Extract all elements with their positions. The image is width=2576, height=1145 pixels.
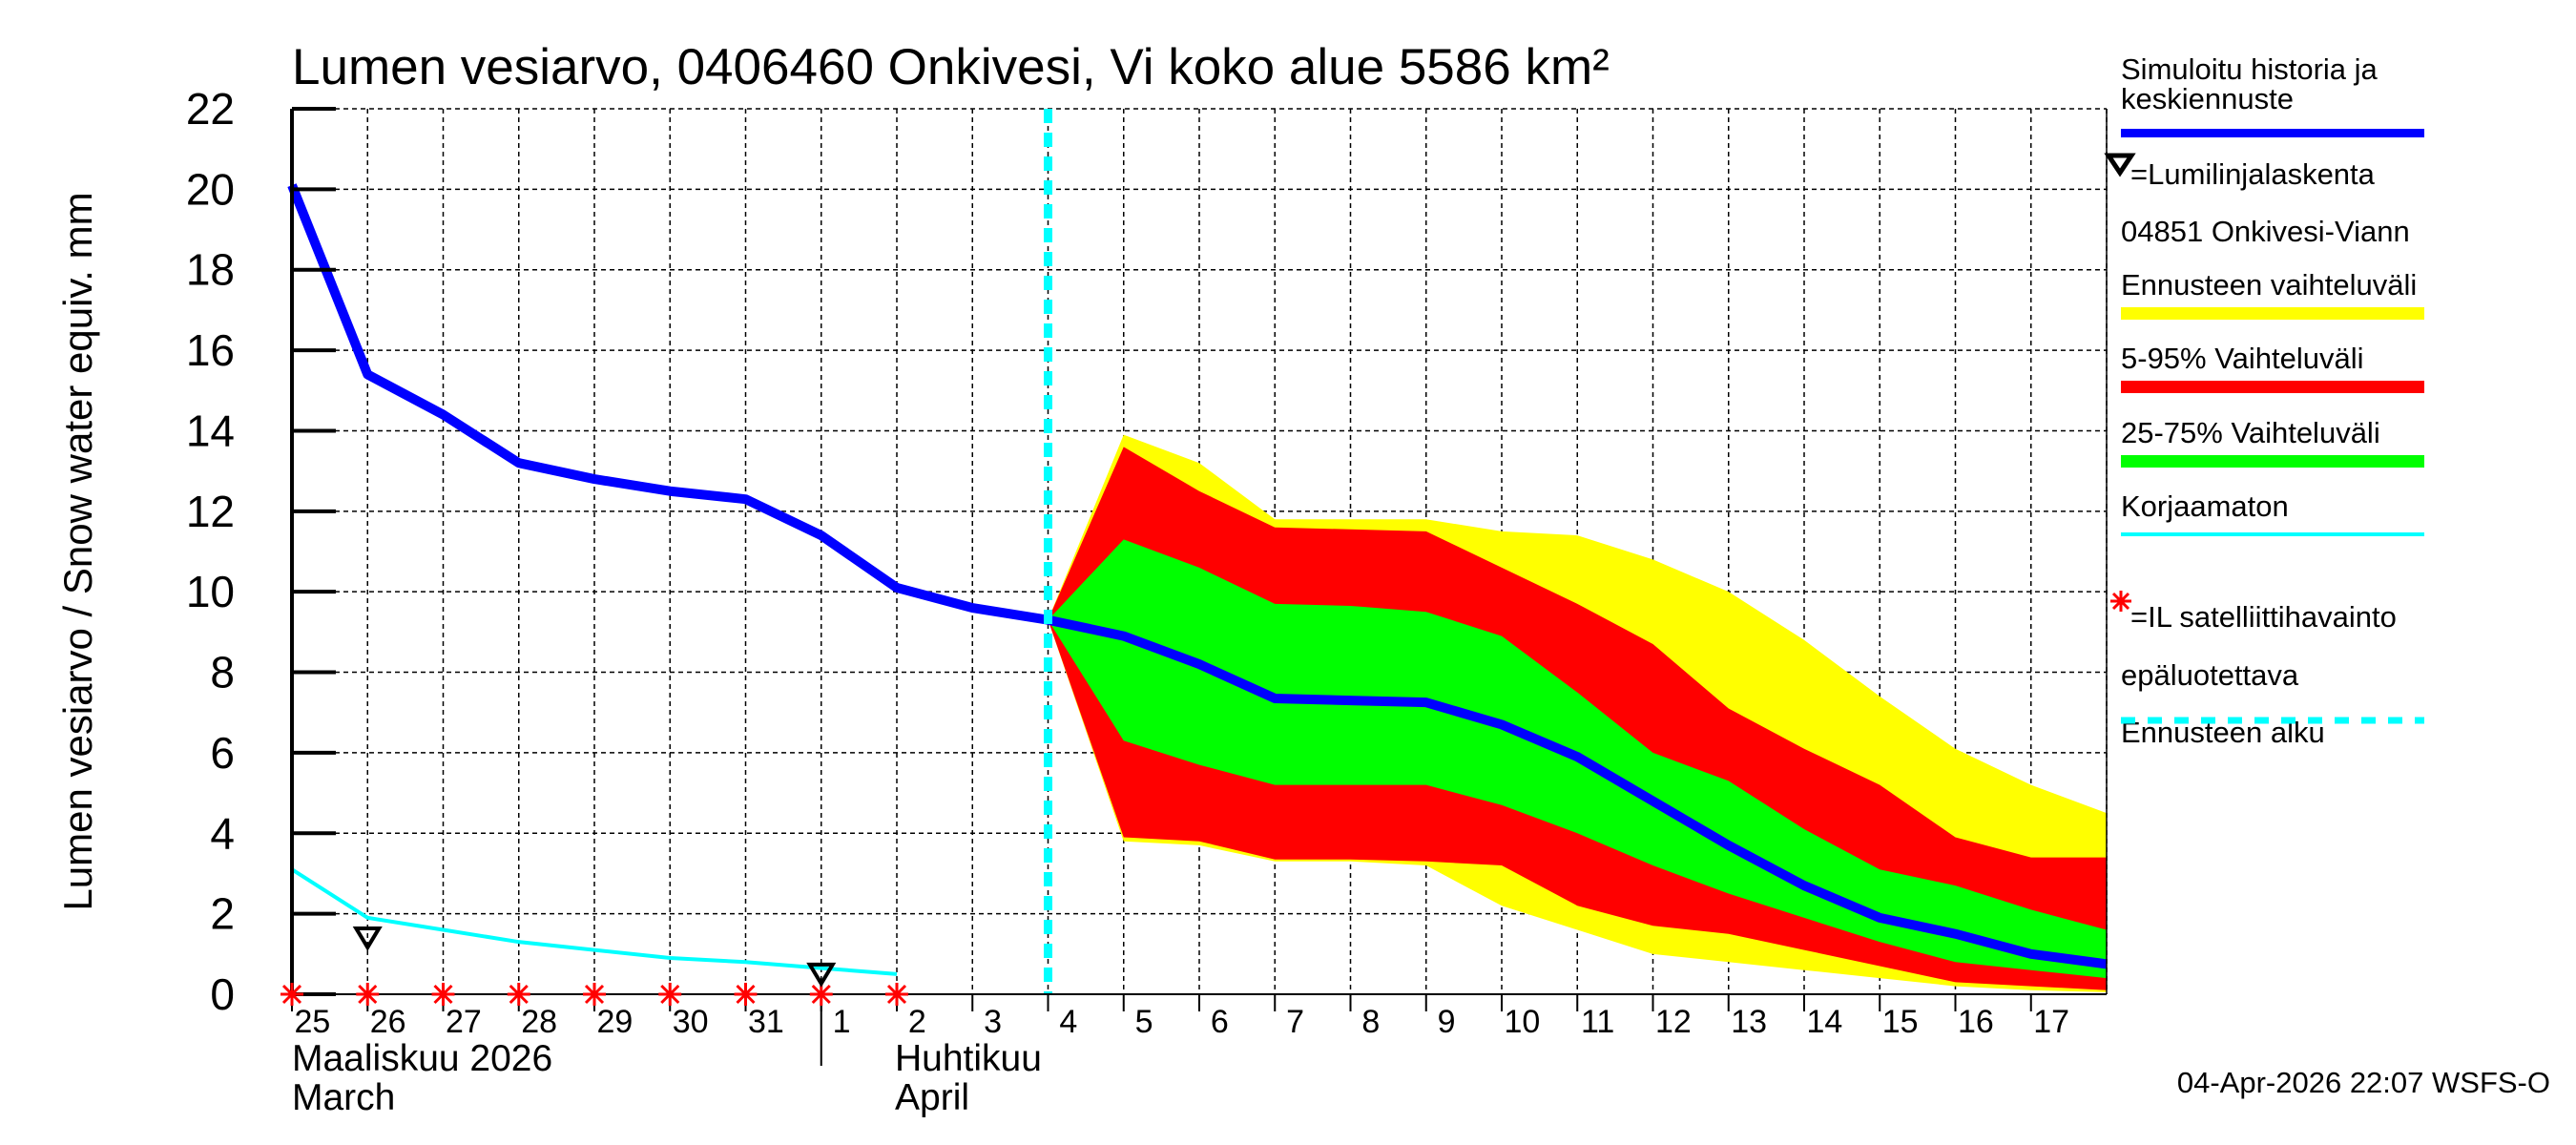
legend-uncorrected-swatch bbox=[2121, 532, 2424, 536]
legend-p25-75-swatch bbox=[2121, 455, 2424, 468]
x-tick-label: 12 bbox=[1655, 1004, 1692, 1040]
x-tick-label: 8 bbox=[1361, 1004, 1380, 1040]
satellite-obs-star bbox=[356, 983, 380, 1006]
legend-range-swatch bbox=[2121, 307, 2424, 320]
x-tick-label: 3 bbox=[984, 1004, 1002, 1040]
satellite-obs-star bbox=[809, 983, 833, 1006]
x-tick-label: 28 bbox=[521, 1004, 557, 1040]
satellite-obs-star bbox=[507, 983, 530, 1006]
legend: Simuloitu historia ja keskiennuste =Lumi… bbox=[2104, 52, 2424, 749]
legend-uncorrected: Korjaamaton bbox=[2121, 489, 2289, 523]
y-tick-label: 4 bbox=[210, 808, 235, 858]
x-tick-label: 4 bbox=[1059, 1004, 1077, 1040]
y-tick-label: 8 bbox=[210, 648, 235, 697]
legend-simulated-line2: keskiennuste bbox=[2121, 82, 2294, 115]
chart-title: Lumen vesiarvo, 0406460 Onkivesi, Vi kok… bbox=[292, 39, 1610, 95]
x-tick-label: 2 bbox=[908, 1004, 926, 1040]
legend-simulated-swatch bbox=[2121, 129, 2424, 137]
x-tick-label: 9 bbox=[1438, 1004, 1456, 1040]
satellite-obs-star bbox=[583, 983, 606, 1006]
legend-satellite: =IL satelliittihavainto bbox=[2130, 600, 2397, 634]
legend-triangle-icon bbox=[2104, 153, 2136, 177]
series-uncorrected bbox=[290, 867, 898, 976]
legend-satellite-2: epäluotettava bbox=[2121, 658, 2299, 692]
month-label-march-fi: Maaliskuu 2026 bbox=[292, 1038, 552, 1079]
footer-timestamp: 04-Apr-2026 22:07 WSFS-O bbox=[2177, 1066, 2550, 1099]
legend-snowline-station: 04851 Onkivesi-Viann bbox=[2121, 215, 2410, 248]
y-tick-label: 14 bbox=[186, 406, 235, 455]
satellite-obs-star bbox=[431, 983, 455, 1006]
satellite-obs-star bbox=[885, 983, 908, 1006]
y-tick-label: 12 bbox=[186, 487, 235, 536]
x-tick-label: 16 bbox=[1958, 1004, 1994, 1040]
x-tick-label: 31 bbox=[748, 1004, 784, 1040]
legend-simulated-line1: Simuloitu historia ja bbox=[2121, 52, 2379, 86]
x-tick-label: 1 bbox=[833, 1004, 851, 1040]
x-tick-label: 7 bbox=[1286, 1004, 1304, 1040]
x-tick-label: 5 bbox=[1135, 1004, 1153, 1040]
y-axis-label: Lumen vesiarvo / Snow water equiv. mm bbox=[55, 192, 100, 910]
month-label-march-en: March bbox=[292, 1077, 395, 1118]
legend-p5-95-swatch bbox=[2121, 381, 2424, 393]
x-tick-label: 25 bbox=[294, 1004, 330, 1040]
x-tick-label: 6 bbox=[1211, 1004, 1229, 1040]
y-tick-label: 16 bbox=[186, 325, 235, 375]
month-label-april-fi: Huhtikuu bbox=[895, 1038, 1042, 1079]
month-label-april-en: April bbox=[895, 1077, 969, 1118]
legend-p5-95: 5-95% Vaihteluväli bbox=[2121, 342, 2363, 375]
legend-p25-75: 25-75% Vaihteluväli bbox=[2121, 416, 2380, 449]
month-labels: Maaliskuu 2026 March Huhtikuu April bbox=[292, 1038, 1042, 1118]
x-tick-label: 30 bbox=[673, 1004, 709, 1040]
x-tick-label: 13 bbox=[1731, 1004, 1767, 1040]
satellite-obs-star bbox=[658, 983, 682, 1006]
y-tick-label: 2 bbox=[210, 889, 235, 939]
legend-snowline: =Lumilinjalaskenta bbox=[2130, 157, 2376, 191]
snowline-triangle bbox=[806, 962, 837, 988]
x-tick-label: 10 bbox=[1504, 1004, 1540, 1040]
satellite-obs-star bbox=[280, 983, 303, 1006]
x-tick-label: 26 bbox=[370, 1004, 406, 1040]
y-tick-label: 22 bbox=[186, 84, 235, 134]
y-tick-label: 0 bbox=[210, 969, 235, 1019]
x-tick-label: 17 bbox=[2033, 1004, 2069, 1040]
x-tick-label: 15 bbox=[1882, 1004, 1919, 1040]
x-tick-label: 11 bbox=[1581, 1004, 1614, 1040]
y-tick-label: 18 bbox=[186, 245, 235, 295]
series-simulated bbox=[287, 183, 2108, 969]
y-tick-label: 6 bbox=[210, 728, 235, 778]
x-tick-label: 29 bbox=[596, 1004, 633, 1040]
x-tick-label: 27 bbox=[446, 1004, 482, 1040]
legend-star-icon bbox=[2110, 591, 2131, 612]
snowline-triangle bbox=[352, 926, 383, 951]
y-tick-label: 10 bbox=[186, 567, 235, 616]
legend-range: Ennusteen vaihteluväli bbox=[2121, 268, 2417, 302]
y-tick-label: 20 bbox=[186, 164, 235, 214]
x-tick-label: 14 bbox=[1806, 1004, 1842, 1040]
satellite-obs-star bbox=[734, 983, 758, 1006]
